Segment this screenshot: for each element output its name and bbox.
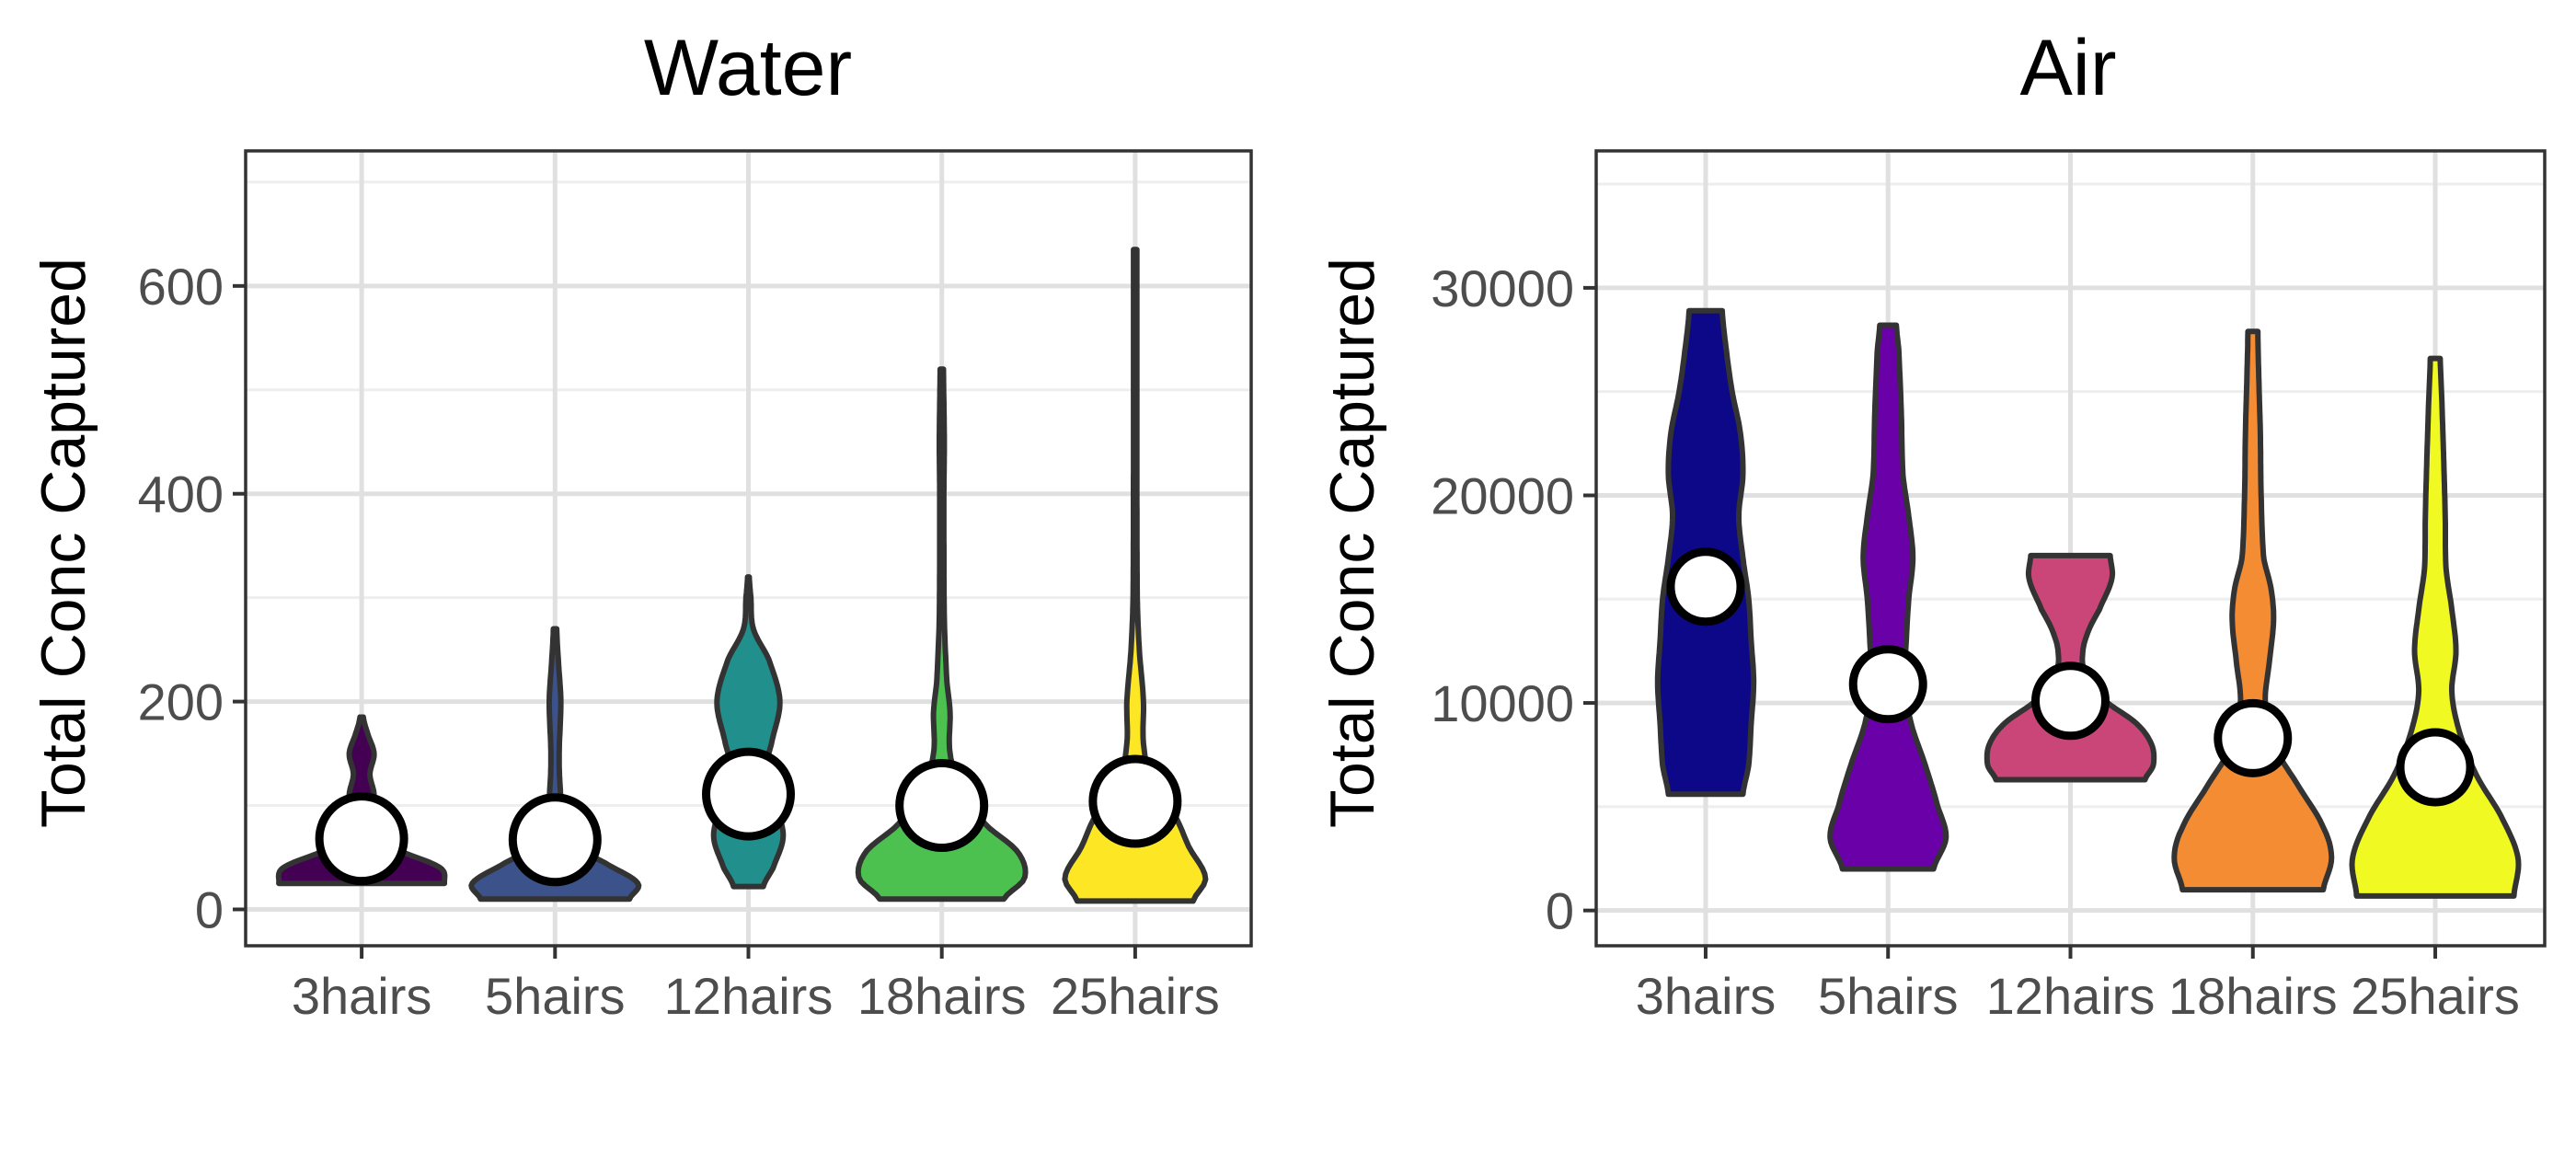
water-panel-title: Water xyxy=(644,24,852,112)
air-mean-marker-25hairs xyxy=(2396,728,2475,807)
air-mean-marker-18hairs xyxy=(2214,698,2293,777)
y-tick-label: 20000 xyxy=(1431,466,1574,524)
air-panel-title: Air xyxy=(2019,24,2116,112)
y-tick-label: 200 xyxy=(138,673,224,731)
air-violin-25hairs xyxy=(2349,355,2522,899)
y-tick-label: 0 xyxy=(195,880,224,938)
water-mean-markers xyxy=(315,747,1182,887)
y-tick-label: 600 xyxy=(138,258,224,316)
water-mean-marker-12hairs xyxy=(702,747,795,841)
x-tick-label: 12hairs xyxy=(664,967,834,1025)
x-tick-label: 25hairs xyxy=(2351,967,2520,1025)
air-mean-marker-5hairs xyxy=(1848,645,1927,724)
water-y-axis-title: Total Conc Captured xyxy=(29,258,98,828)
water-mean-marker-18hairs xyxy=(895,759,989,853)
air-violins xyxy=(1654,307,2522,899)
water-x-axis: 3hairs 5hairs 12hairs 18hairs 25hairs xyxy=(292,946,1220,1025)
x-tick-label: 3hairs xyxy=(1636,967,1777,1025)
water-panel: Water Total Conc Captured 0 200 400 600 3ha… xyxy=(29,24,1253,1025)
x-tick-label: 18hairs xyxy=(2168,967,2338,1025)
air-violin-5hairs xyxy=(1827,322,1949,872)
water-mean-marker-5hairs xyxy=(508,793,602,887)
y-tick-label: 0 xyxy=(1546,882,1574,940)
water-violin-25hairs xyxy=(1062,247,1209,904)
air-x-axis: 3hairs 5hairs 12hairs 18hairs 25hairs xyxy=(1636,946,2520,1025)
water-mean-marker-25hairs xyxy=(1088,754,1182,848)
y-tick-label: 10000 xyxy=(1431,674,1574,732)
water-mean-marker-3hairs xyxy=(315,792,408,886)
water-violin-18hairs xyxy=(855,366,1029,903)
x-tick-label: 5hairs xyxy=(1818,967,1959,1025)
x-tick-label: 5hairs xyxy=(485,967,626,1025)
air-mean-marker-12hairs xyxy=(2031,661,2110,741)
air-mean-markers xyxy=(1666,547,2475,807)
x-tick-label: 3hairs xyxy=(292,967,432,1025)
y-tick-label: 400 xyxy=(138,466,224,523)
air-y-axis: 0 10000 20000 30000 xyxy=(1431,259,1596,940)
x-tick-label: 12hairs xyxy=(1986,967,2156,1025)
x-tick-label: 25hairs xyxy=(1051,967,1220,1025)
y-tick-label: 30000 xyxy=(1431,259,1574,317)
air-y-axis-title: Total Conc Captured xyxy=(1317,258,1387,828)
x-tick-label: 18hairs xyxy=(857,967,1027,1025)
air-panel: Air Total Conc Captured 0 10000 20000 30000… xyxy=(1317,24,2547,1025)
air-mean-marker-3hairs xyxy=(1666,547,1745,627)
water-y-axis: 0 200 400 600 xyxy=(138,258,246,938)
air-violin-18hairs xyxy=(2171,328,2335,893)
